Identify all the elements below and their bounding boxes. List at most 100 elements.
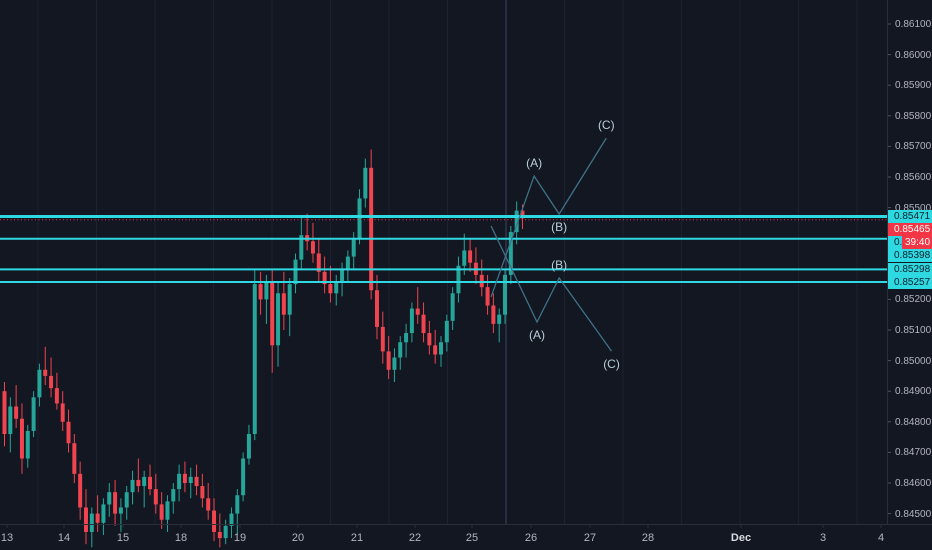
time-tick-label: 18 — [174, 532, 188, 544]
time-axis[interactable]: 13 14 15 18 19 20 21 22 25 26 27 28 Dec 3 4 — [0, 524, 932, 550]
price-tick-label: 0.84700 — [895, 447, 932, 459]
price-axis[interactable]: 0.86100 0.86000 0.85900 0.85800 0.85700 0.856… — [887, 0, 932, 524]
candle-up — [241, 458, 246, 496]
candle-up — [223, 525, 228, 539]
level-price-label[interactable]: 0.85257 — [888, 275, 932, 289]
price-tick-label: 0.85600 — [895, 172, 932, 183]
time-tick-label: 15 — [116, 532, 130, 544]
candle-down — [43, 369, 48, 376]
horizontal-level-lines[interactable] — [0, 214, 887, 283]
candle-down — [72, 443, 77, 474]
price-tick-label: 0.85200 — [895, 294, 932, 306]
candle-up — [450, 293, 455, 321]
wave-drawing-abc-down[interactable]: (A) (B) (C) — [490, 225, 620, 371]
price-tick-label: 0.85000 — [895, 355, 932, 367]
day-gridlines — [37, 0, 858, 524]
candle-down — [270, 281, 275, 346]
candle-down — [194, 476, 199, 487]
time-tick-label: 13 — [0, 532, 14, 544]
time-tick-label: 3 — [819, 532, 827, 544]
wave-label: (A) — [529, 328, 545, 342]
price-tick-label: 0.85800 — [895, 110, 932, 122]
candle-up — [235, 495, 240, 514]
candle-down — [49, 375, 54, 389]
price-tick-label: 0.84900 — [895, 386, 932, 398]
level-price-label[interactable]: 0.85471 — [888, 209, 932, 223]
candle-down — [258, 284, 263, 300]
candle-down — [66, 421, 71, 444]
candle-down — [54, 388, 59, 404]
level-price-label[interactable]: 0.85398 — [888, 248, 932, 262]
time-tick-label: 14 — [57, 532, 71, 544]
candle-up — [124, 492, 129, 508]
price-tick-label: 0.85100 — [895, 325, 932, 336]
candle-up — [8, 406, 13, 435]
wave-drawing-abc-up[interactable]: (A) (B) (C) — [490, 118, 615, 298]
candle-up — [89, 513, 94, 532]
candle-down — [322, 271, 327, 285]
candle-down — [113, 492, 118, 514]
time-tick-label: 21 — [350, 532, 364, 544]
candle-up — [439, 342, 443, 355]
candle-up — [25, 430, 30, 459]
wave-zigzag-line[interactable] — [490, 225, 613, 352]
candle-up — [188, 476, 193, 483]
candle-down — [468, 250, 473, 263]
candle-up — [101, 504, 106, 523]
candle-up — [444, 320, 449, 343]
price-tick-label: 0.84600 — [895, 478, 932, 489]
candle-down — [310, 241, 315, 254]
candle-up — [404, 333, 409, 343]
time-tick-label: 4 — [877, 532, 885, 544]
candle-down — [380, 326, 385, 352]
candle-down — [520, 210, 525, 219]
level-price-label[interactable]: 0.85298 — [888, 262, 932, 276]
candle-down — [200, 486, 205, 499]
candle-down — [212, 510, 217, 532]
candle-down — [153, 489, 158, 505]
candle-up — [130, 479, 135, 493]
time-tick-label: 27 — [583, 532, 597, 544]
price-tick-label: 0.85500 — [895, 202, 932, 214]
candle-up — [264, 281, 269, 300]
bar-countdown-timer[interactable]: 39:40 — [902, 235, 932, 249]
candle-down — [433, 345, 438, 355]
candle-down — [421, 314, 426, 334]
candle-up — [142, 476, 147, 487]
wave-label: (A) — [526, 156, 542, 170]
candle-up — [409, 308, 414, 334]
price-tick-label: 0.86000 — [895, 49, 932, 61]
candle-up — [345, 256, 350, 269]
candle-up — [334, 281, 339, 294]
candle-up — [246, 434, 251, 459]
time-tick-label: 28 — [641, 532, 655, 544]
time-tick-label: Dec — [730, 532, 752, 544]
wave-zigzag-line[interactable] — [490, 137, 607, 298]
candle-down — [19, 418, 24, 459]
last-price-label[interactable]: 0.85465 — [888, 222, 932, 236]
candle-up — [514, 210, 519, 233]
candle-up — [37, 369, 42, 398]
candle-down — [491, 305, 496, 324]
candle-down — [316, 253, 321, 272]
candle-up — [118, 507, 123, 514]
candle-up — [497, 314, 502, 324]
candle-down — [386, 351, 391, 370]
time-tick-label: 26 — [524, 532, 538, 544]
price-tick-label: 0.84800 — [895, 416, 932, 428]
candle-down — [78, 473, 83, 508]
wave-label: (B) — [551, 258, 567, 272]
candle-down — [148, 476, 152, 490]
candle-up — [340, 268, 345, 282]
candle-down — [182, 473, 187, 483]
candle-up — [293, 259, 298, 285]
candle-up — [171, 489, 176, 502]
candle-down — [159, 504, 164, 520]
candle-down — [427, 333, 432, 346]
price-tick-label: 0.84500 — [895, 508, 932, 520]
price-tick-label: 0.85700 — [895, 141, 932, 153]
time-tick-label: 22 — [408, 532, 422, 544]
candle-up — [287, 284, 292, 315]
